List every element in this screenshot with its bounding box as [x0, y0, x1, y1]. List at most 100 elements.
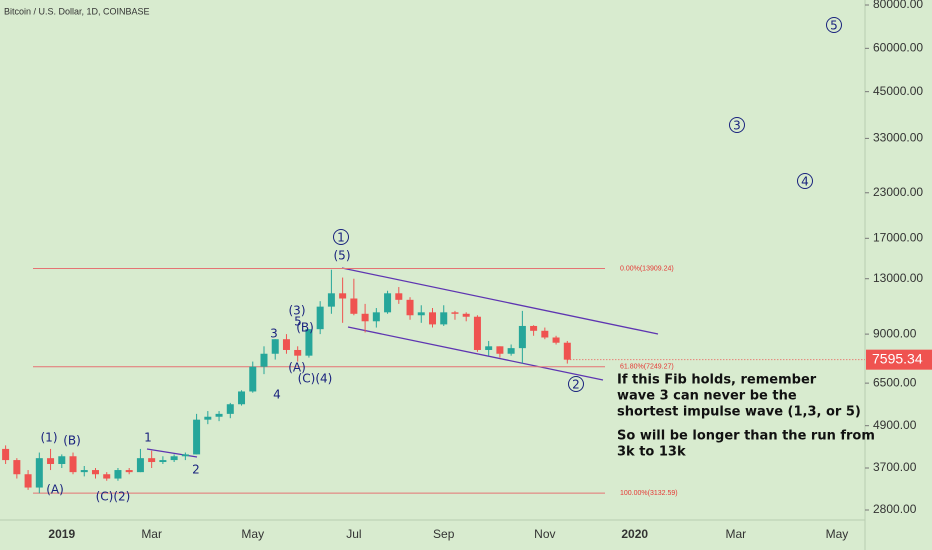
- x-tick-label: May: [241, 527, 264, 541]
- x-tick-label: Sep: [433, 527, 455, 541]
- fib-label: 61.80%(7249.27): [620, 364, 674, 371]
- candle-body: [260, 353, 268, 367]
- candle-body: [496, 346, 504, 354]
- candle-body: [148, 458, 156, 463]
- candle-body: [507, 348, 515, 354]
- candle-body: [518, 325, 526, 349]
- candle-body: [563, 342, 571, 360]
- candle-body: [193, 419, 201, 455]
- last-price-label: 7595.34: [872, 350, 923, 366]
- candle-body: [552, 337, 560, 343]
- wave-label: (B): [296, 321, 314, 335]
- note-line: If this Fib holds, remember: [617, 373, 817, 388]
- candle-body: [282, 339, 290, 350]
- wave-circle: [729, 117, 745, 133]
- candle-body: [485, 346, 493, 350]
- candle-body: [103, 474, 111, 479]
- y-tick-label: 4900.00: [873, 418, 917, 432]
- candle-body: [69, 456, 77, 473]
- candle-body: [35, 458, 43, 488]
- wave-circle: [797, 173, 813, 189]
- candle-body: [181, 454, 189, 457]
- last-price-tag: [866, 349, 932, 370]
- wave-label: (A): [288, 361, 306, 375]
- wave-label: (B): [63, 434, 81, 448]
- candle-body: [451, 312, 459, 314]
- candle-body: [170, 456, 178, 461]
- x-tick-label: 2020: [621, 527, 648, 541]
- wave-label: 5: [294, 315, 302, 329]
- wave-circle: [826, 17, 842, 33]
- candle-body: [271, 339, 279, 354]
- wave-label: (C)(2): [96, 490, 131, 504]
- candle-body: [125, 470, 133, 473]
- y-tick-label: 23000.00: [873, 185, 923, 199]
- x-tick-label: Nov: [534, 527, 555, 541]
- candle-body: [80, 470, 88, 473]
- x-tick-label: Mar: [141, 527, 162, 541]
- wave-label: (A): [46, 483, 64, 497]
- candle-body: [530, 325, 538, 331]
- candle-body: [339, 293, 347, 299]
- note-line: wave 3 can never be the: [617, 389, 797, 404]
- candle-body: [541, 330, 549, 338]
- candle-body: [24, 474, 32, 488]
- channel-lower: [347, 326, 604, 381]
- wave-label: 5: [830, 19, 838, 33]
- y-tick-label: 2800.00: [873, 502, 917, 516]
- y-tick-label: 6500.00: [873, 375, 917, 389]
- candle-body: [136, 458, 144, 473]
- candle-body: [327, 293, 335, 307]
- wave-label: (C)(4): [298, 372, 333, 386]
- candle-body: [406, 299, 414, 316]
- note-line: So will be longer than the run from: [617, 429, 875, 444]
- candle-body: [159, 460, 167, 463]
- candle-body: [350, 298, 358, 314]
- candle-body: [384, 293, 392, 313]
- y-tick-label: 17000.00: [873, 230, 923, 244]
- wave-label: 4: [273, 388, 281, 402]
- wave-label: 1: [337, 231, 345, 245]
- candle-body: [294, 349, 302, 356]
- wave-label: (5): [334, 249, 351, 263]
- candle-body: [13, 460, 21, 475]
- fib-label: 0.00%(13909.24): [620, 265, 674, 272]
- x-tick-label: Jul: [346, 527, 361, 541]
- candle-body: [361, 313, 369, 322]
- y-tick-label: 80000.00: [873, 0, 923, 11]
- candle-body: [473, 316, 481, 350]
- channel-upper: [341, 267, 659, 335]
- candle-body: [316, 306, 324, 330]
- y-tick-label: 60000.00: [873, 41, 923, 55]
- x-tick-label: Mar: [725, 527, 746, 541]
- x-tick-label: May: [826, 527, 849, 541]
- y-tick-label: 9000.00: [873, 326, 917, 340]
- candle-body: [47, 458, 55, 464]
- wave-label: (3): [289, 304, 306, 318]
- candle-body: [58, 456, 66, 464]
- candle-body: [249, 366, 257, 392]
- candle-body: [215, 413, 223, 417]
- candle-body: [226, 404, 234, 414]
- candle-body: [238, 391, 246, 405]
- candle-body: [91, 470, 99, 475]
- wave-label: 3: [270, 327, 278, 341]
- wave-label: 2: [192, 463, 200, 477]
- wave-circle: [568, 376, 584, 392]
- wave-circle: [333, 229, 349, 245]
- y-tick-label: 33000.00: [873, 131, 923, 145]
- candle-body: [204, 416, 212, 420]
- x-tick-label: 2019: [48, 527, 75, 541]
- candle-body: [114, 470, 122, 479]
- candle-body: [2, 448, 10, 461]
- y-tick-label: 13000.00: [873, 271, 923, 285]
- y-tick-label: 3700.00: [873, 460, 917, 474]
- candle-body: [372, 312, 380, 322]
- note-line: shortest impulse wave (1,3, or 5): [617, 405, 861, 420]
- wave-label: (1): [41, 431, 58, 445]
- y-tick-label: 45000.00: [873, 84, 923, 98]
- candle-body: [440, 312, 448, 325]
